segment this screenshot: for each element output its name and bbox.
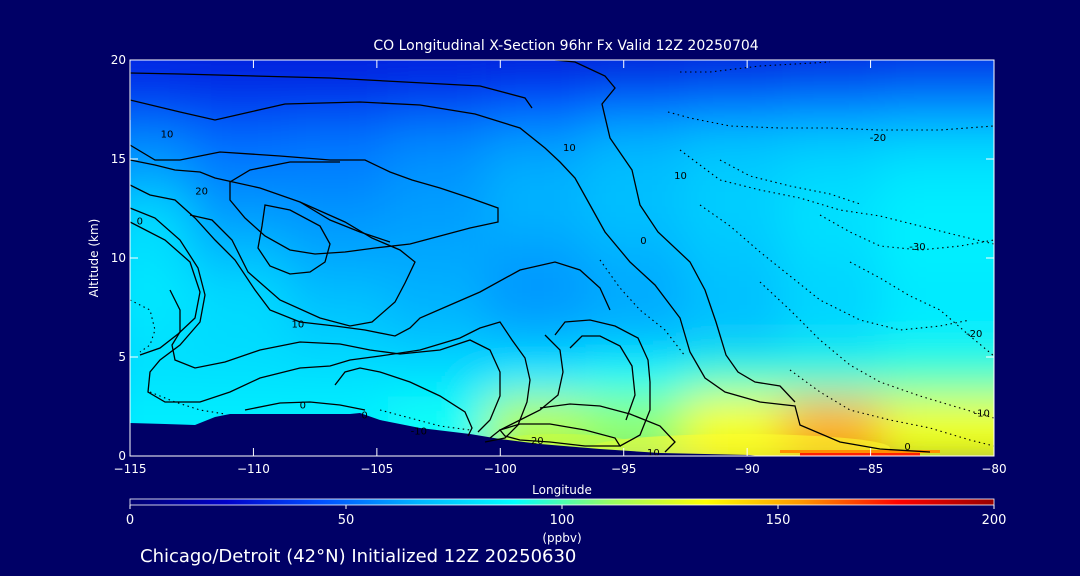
contour-dashed <box>699 204 971 331</box>
contour-solid <box>169 289 501 433</box>
contour-label: 0 <box>137 216 143 227</box>
contour-label: -30 <box>909 242 925 253</box>
field-cell <box>881 396 994 456</box>
x-tick-label: −85 <box>858 462 883 476</box>
x-tick-label: −115 <box>114 462 147 476</box>
contour-label: 0 <box>640 236 646 247</box>
contour-label: 10 <box>291 319 304 330</box>
x-axis-label: Longitude <box>532 483 592 497</box>
y-tick-label: 20 <box>111 53 126 67</box>
contour-label: 0 <box>361 410 367 421</box>
contour-dashed <box>789 369 994 447</box>
contour-dashed <box>149 391 226 415</box>
contour-solid <box>257 204 331 275</box>
contour-label: -20 <box>870 133 886 144</box>
contour-label: 20 <box>531 436 544 447</box>
y-tick-label: 0 <box>118 449 126 463</box>
contour-label: 0 <box>904 442 910 453</box>
contour-solid <box>334 367 473 437</box>
x-tick-label: −80 <box>981 462 1006 476</box>
contour-solid <box>130 159 416 327</box>
contour-solid <box>299 201 391 243</box>
contour-label: -10 <box>411 426 427 437</box>
y-axis: 0 5 10 15 20 <box>111 53 994 463</box>
contour-solid <box>539 403 676 453</box>
contour-solid <box>130 99 931 453</box>
contour-label: 10 <box>161 129 174 140</box>
contour-label: 10 <box>674 171 687 182</box>
contour-solid <box>130 221 201 356</box>
y-axis-label: Altitude (km) <box>87 219 101 298</box>
contour-solid <box>554 60 796 403</box>
y-tick-label: 10 <box>111 251 126 265</box>
colorbar-tick-label: 150 <box>766 513 791 528</box>
terrain <box>130 413 994 456</box>
y-tick-label: 5 <box>118 350 126 364</box>
contour-solid <box>130 144 499 255</box>
contour-lines <box>130 60 994 453</box>
colorbar-tick-label: 0 <box>126 513 134 528</box>
x-tick-label: −95 <box>611 462 636 476</box>
colorbar-tick-label: 100 <box>550 513 575 528</box>
x-tick-label: −110 <box>237 462 270 476</box>
colorbar-ticks: 0 50 100 150 200 <box>126 505 1007 528</box>
contour-solid <box>554 319 651 447</box>
chart-title: CO Longitudinal X-Section 96hr Fx Valid … <box>373 38 758 54</box>
contour-labels: 10 20 0 10 0 0 -10 20 10 10 10 0 -20 -30 -20 -10 0 <box>137 129 990 459</box>
contour-dashed <box>680 61 831 73</box>
colorbar-tick-label: 200 <box>982 513 1007 528</box>
contour-dashed <box>849 261 994 357</box>
x-tick-label: −90 <box>734 462 759 476</box>
hotspot-orange-strip <box>780 450 940 453</box>
contour-label: 0 <box>300 401 306 412</box>
contour-solid <box>130 207 531 443</box>
x-axis: −115 −110 −105 −100 −95 −90 −85 −80 <box>114 60 1007 476</box>
contour-solid <box>130 72 533 109</box>
colorbar-tick-label: 50 <box>338 513 355 528</box>
colorbar-unit-label: (ppbv) <box>542 531 581 545</box>
contour-label: -20 <box>966 329 982 340</box>
contour-label: 20 <box>195 187 208 198</box>
contour-solid <box>498 423 622 447</box>
contour-label: 10 <box>647 448 660 459</box>
contour-solid <box>569 335 636 421</box>
contour-solid <box>244 401 366 411</box>
contour-dashed <box>379 409 471 431</box>
y-tick-label: 15 <box>111 152 126 166</box>
hotspot-red-strip <box>800 452 920 456</box>
colorbar: 0 50 100 150 200 (ppbv) <box>126 498 1007 545</box>
contour-label: -10 <box>973 408 989 419</box>
contour-label: 10 <box>563 143 576 154</box>
contour-dashed <box>719 159 861 205</box>
footer-caption: Chicago/Detroit (42°N) Initialized 12Z 2… <box>140 546 576 567</box>
x-tick-label: −100 <box>484 462 517 476</box>
contour-solid <box>130 184 611 337</box>
co-concentration-field <box>130 60 994 456</box>
contour-dashed <box>679 149 994 245</box>
x-tick-label: −105 <box>360 462 393 476</box>
colorbar-ramp <box>129 498 995 506</box>
